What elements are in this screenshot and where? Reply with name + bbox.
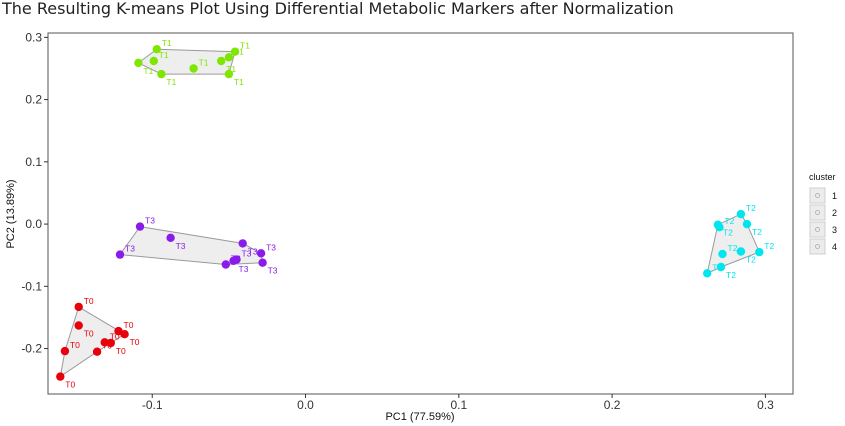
point-label-t0: T0	[65, 380, 75, 390]
y-tick-label: -0.1	[21, 279, 42, 293]
data-point-t1	[189, 64, 198, 73]
legend-entry-label: 2	[832, 208, 837, 218]
data-point-t2	[718, 249, 727, 259]
point-label-t1: T1	[226, 64, 236, 74]
x-tick-label: 0.0	[297, 398, 314, 412]
point-label-t3: T3	[268, 266, 278, 276]
data-point-t0	[74, 302, 83, 312]
point-label-t1: T1	[234, 46, 244, 56]
point-label-t0: T0	[84, 296, 94, 306]
data-point-t1	[224, 53, 234, 62]
data-point-t2	[703, 269, 712, 278]
data-point-t3	[135, 222, 145, 231]
point-label-t3: T3	[145, 216, 155, 226]
point-label-t0: T0	[84, 329, 94, 339]
data-point-t3	[256, 249, 266, 258]
data-point-t1	[217, 56, 226, 66]
y-tick-label: 0.1	[25, 155, 42, 169]
data-point-t0	[56, 372, 65, 381]
data-point-t2	[736, 209, 746, 219]
legend-key-marker	[815, 193, 820, 198]
point-label-t3: T3	[176, 241, 186, 251]
x-tick-label: 0.3	[757, 398, 774, 412]
point-label-t1: T1	[234, 77, 244, 87]
point-label-t1: T1	[166, 77, 176, 87]
data-point-t3	[238, 239, 247, 248]
data-point-t0	[92, 347, 102, 356]
point-label-t2: T2	[712, 262, 722, 272]
legend-entry-label: 4	[832, 242, 837, 252]
data-point-t1	[152, 45, 161, 54]
legend-entry-label: 1	[832, 191, 837, 201]
point-label-t3: T3	[239, 264, 249, 274]
legend-key	[809, 221, 826, 238]
y-tick-label: -0.2	[21, 342, 42, 356]
data-point-t3	[166, 233, 175, 242]
point-label-t0: T0	[116, 346, 126, 356]
plot-panel	[47, 32, 794, 395]
point-label-t1: T1	[143, 66, 153, 76]
legend-key	[809, 238, 826, 255]
point-label-t1: T1	[159, 50, 169, 60]
y-tick-label: 0.2	[25, 93, 42, 107]
point-label-t3: T3	[242, 249, 252, 259]
data-point-t1	[134, 58, 143, 68]
legend: cluster 1 2 3 4	[809, 172, 837, 255]
data-point-t1	[230, 47, 240, 56]
data-point-t2	[742, 219, 752, 229]
data-point-t2	[755, 247, 764, 257]
legend-key-marker	[815, 227, 820, 232]
point-label-t1: T1	[199, 58, 209, 68]
point-label-t2: T2	[746, 203, 756, 213]
x-tick-label: 0.1	[450, 398, 467, 412]
data-point-t3	[221, 260, 230, 269]
data-point-t3	[115, 250, 125, 259]
point-label-t0: T0	[130, 337, 140, 347]
point-label-t3: T3	[125, 244, 135, 254]
data-point-t2	[715, 223, 724, 232]
x-axis-title: PC1 (77.59%)	[385, 411, 454, 423]
data-point-t0	[100, 338, 109, 347]
x-tick-label: 0.2	[604, 398, 621, 412]
point-label-t0: T0	[124, 320, 134, 330]
y-tick-label: 0.3	[25, 30, 42, 44]
legend-key-marker	[815, 244, 820, 249]
point-label-t2: T2	[746, 255, 756, 265]
data-point-t3	[229, 256, 238, 265]
data-point-t0	[120, 330, 129, 339]
point-label-t2: T2	[723, 228, 733, 238]
point-label-t2: T2	[724, 216, 734, 226]
data-point-t2	[716, 262, 726, 272]
data-point-t0	[60, 346, 70, 356]
data-point-t1	[224, 69, 234, 79]
point-label-t0: T0	[70, 340, 80, 350]
point-label-t3: T3	[248, 246, 258, 256]
point-label-t1: T1	[240, 41, 250, 51]
y-axis-title: PC2 (13.89%)	[5, 179, 17, 248]
point-label-t2: T2	[764, 241, 774, 251]
chart-title: The Resulting K-means Plot Using Differe…	[2, 0, 674, 18]
y-tick-label: 0.0	[25, 217, 42, 231]
data-point-t0	[74, 321, 83, 330]
legend-entry-label: 3	[832, 225, 837, 235]
x-tick-label: -0.1	[142, 398, 163, 412]
point-label-t1: T1	[162, 38, 172, 48]
legend-title: cluster	[809, 172, 836, 182]
data-point-t1	[149, 56, 158, 66]
legend-key	[809, 187, 826, 204]
legend-key	[809, 204, 826, 221]
data-point-t0	[106, 338, 116, 348]
data-point-t2	[736, 247, 746, 256]
point-label-t0: T0	[110, 331, 120, 341]
data-point-t3	[258, 258, 267, 267]
point-label-t2: T2	[728, 243, 738, 253]
point-label-t2: T2	[726, 270, 736, 280]
point-label-t3: T3	[231, 254, 241, 264]
legend-key-marker	[815, 210, 820, 215]
data-point-t1	[157, 69, 166, 79]
point-label-t2: T2	[752, 227, 762, 237]
point-label-t0: T0	[102, 341, 112, 351]
point-label-t3: T3	[266, 242, 276, 252]
